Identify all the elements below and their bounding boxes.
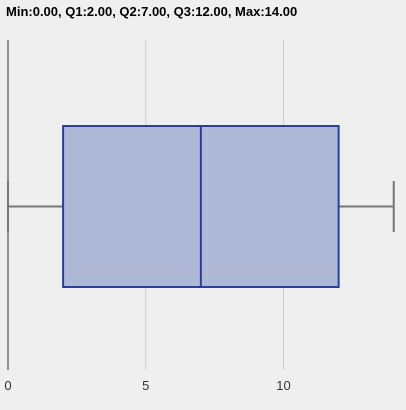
x-tick-label-0: 0 (4, 378, 11, 393)
chart-title: Min:0.00, Q1:2.00, Q2:7.00, Q3:12.00, Ma… (6, 4, 298, 19)
x-tick-label-10: 10 (276, 378, 290, 393)
x-tick-labels: 0 5 10 (4, 378, 290, 393)
x-tick-label-5: 5 (142, 378, 149, 393)
